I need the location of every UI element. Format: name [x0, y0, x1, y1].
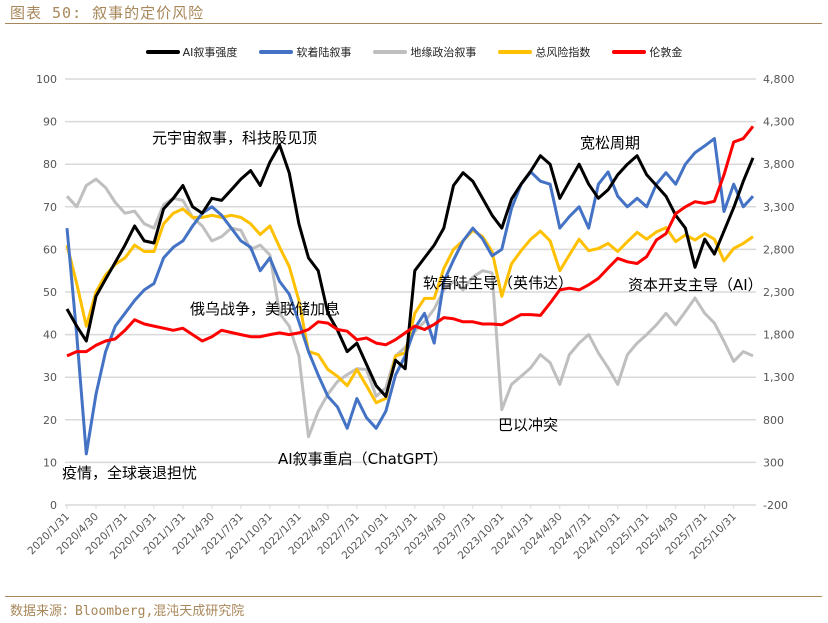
y-right-tick-label: 1,800 — [763, 329, 795, 342]
y-right-tick-label: 4,800 — [763, 73, 795, 86]
y-left-tick-label: 100 — [36, 73, 57, 86]
y-left-tick-label: 10 — [43, 456, 57, 469]
y-right-tick-label: 1,300 — [763, 371, 795, 384]
y-right-tick-label: 3,800 — [763, 158, 795, 171]
y-right-tick-label: -200 — [763, 499, 788, 512]
source-note: 数据来源：Bloomberg,混沌天成研究院 — [10, 604, 245, 619]
annotation: 巴以冲突 — [498, 416, 558, 434]
figure-title: 图表 50: 叙事的定价风险 — [10, 4, 205, 22]
y-left-tick-label: 0 — [50, 499, 57, 512]
annotation: 软着陆主导（英伟达） — [423, 274, 573, 292]
annotation: 疫情，全球衰退担忧 — [62, 464, 197, 482]
annotation: 俄乌战争，美联储加息 — [190, 300, 340, 318]
legend-item: 软着陆叙事 — [259, 44, 351, 60]
legend-label: 地缘政治叙事 — [410, 46, 477, 59]
legend-swatch — [145, 50, 180, 54]
legend-swatch — [498, 50, 533, 54]
title-divider — [5, 23, 822, 24]
annotation: 资本开支主导（AI） — [628, 276, 763, 294]
y-right-tick-label: 3,300 — [763, 201, 795, 214]
annotation: AI叙事重启（ChatGPT） — [278, 450, 448, 468]
legend-label: AI叙事强度 — [182, 46, 238, 59]
legend-swatch — [373, 50, 408, 54]
series-line-0 — [65, 143, 755, 398]
series-line-1 — [65, 137, 755, 456]
series-line-4 — [66, 125, 755, 358]
y-left-tick-label: 50 — [43, 286, 57, 299]
chart-legend: AI叙事强度 软着陆叙事 地缘政治叙事 总风险指数 伦敦金 — [0, 44, 828, 60]
legend-item: AI叙事强度 — [145, 44, 238, 60]
legend-swatch — [612, 50, 647, 54]
footer-divider — [5, 596, 822, 597]
legend-item: 伦敦金 — [612, 44, 682, 60]
y-right-tick-label: 800 — [763, 414, 784, 427]
legend-swatch — [259, 50, 294, 54]
y-right-tick-label: 4,300 — [763, 116, 795, 129]
annotation: 元宇宙叙事，科技股见顶 — [152, 129, 317, 147]
legend-label: 总风险指数 — [535, 46, 591, 59]
y-left-tick-label: 30 — [43, 371, 57, 384]
line-chart: 0 10 20 30 40 50 60 70 80 90 100 -200 300 800 1,300 1,8… — [26, 73, 795, 562]
y-left-tick-label: 70 — [43, 201, 57, 214]
legend-label: 伦敦金 — [649, 46, 683, 59]
legend-item: 地缘政治叙事 — [373, 44, 476, 60]
y-left-tick-label: 20 — [43, 414, 57, 427]
y-left-tick-label: 60 — [43, 243, 57, 256]
y-left-tick-label: 80 — [43, 158, 57, 171]
annotation: 宽松周期 — [580, 134, 640, 152]
legend-label: 软着陆叙事 — [296, 46, 352, 59]
y-right-tick-label: 300 — [763, 456, 784, 469]
y-left-tick-label: 90 — [43, 116, 57, 129]
y-left-tick-label: 40 — [43, 329, 57, 342]
y-right-tick-label: 2,300 — [763, 286, 795, 299]
legend-item: 总风险指数 — [498, 44, 590, 60]
y-right-tick-label: 2,800 — [763, 243, 795, 256]
